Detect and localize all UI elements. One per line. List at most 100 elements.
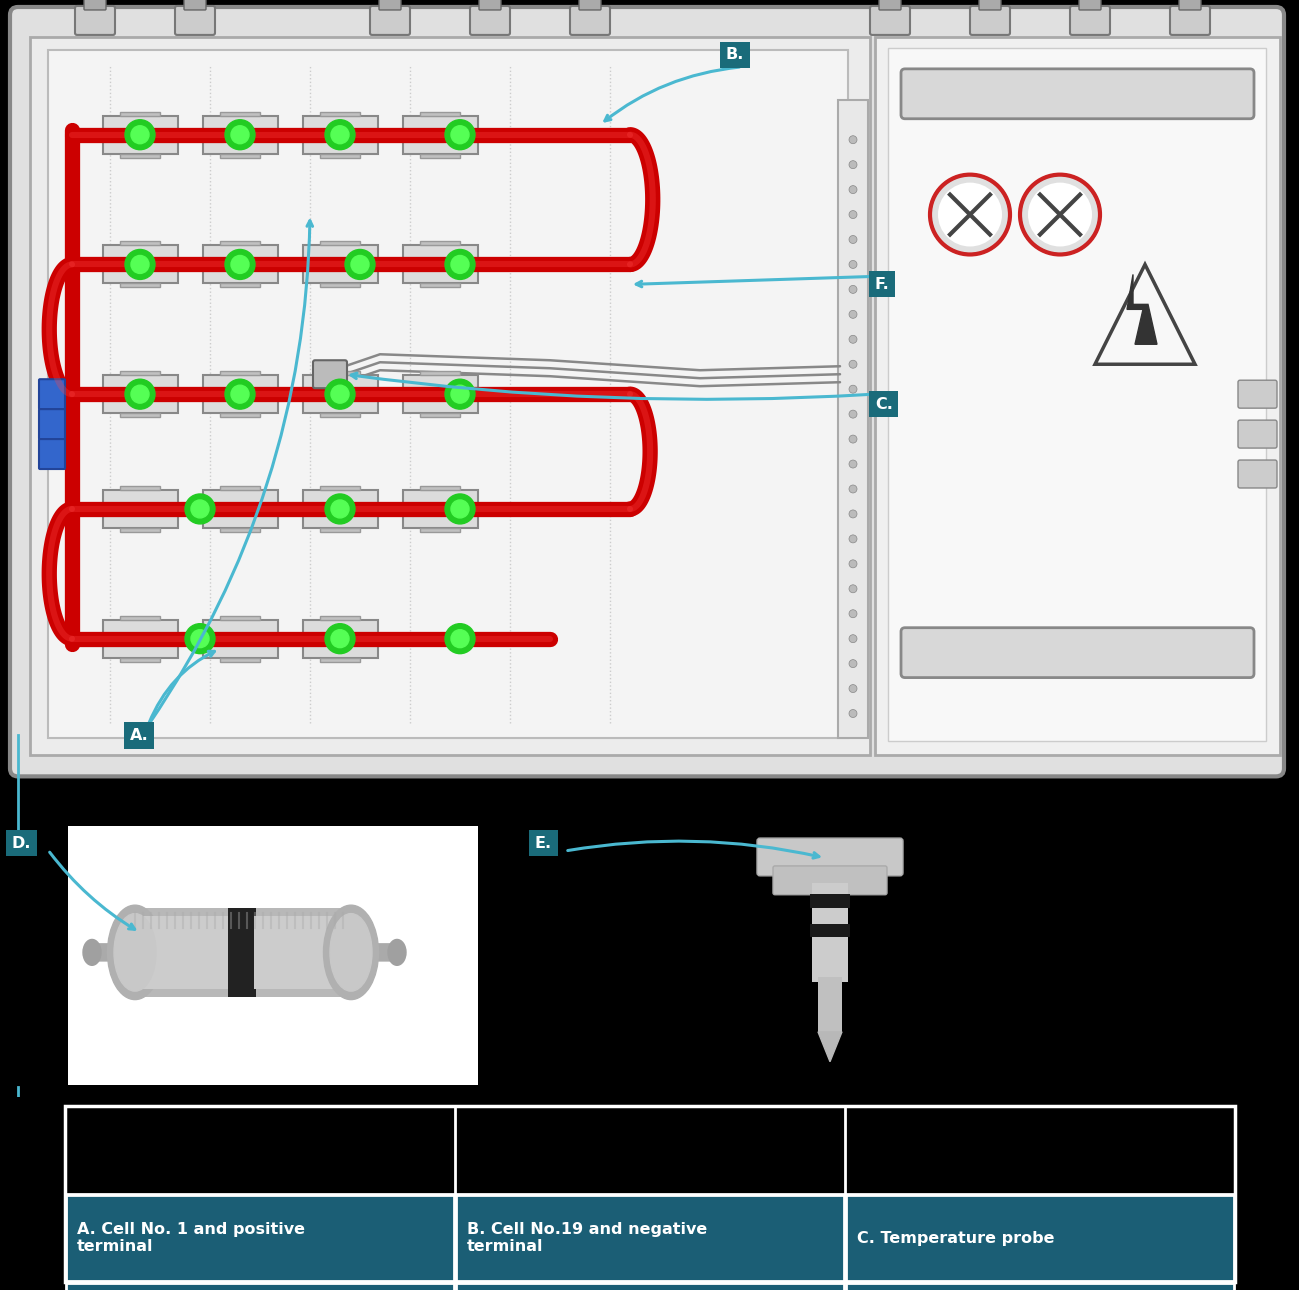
FancyBboxPatch shape [456, 1284, 844, 1290]
FancyBboxPatch shape [420, 284, 460, 288]
Polygon shape [1128, 275, 1157, 344]
FancyBboxPatch shape [92, 943, 138, 961]
FancyBboxPatch shape [184, 0, 207, 10]
FancyBboxPatch shape [1238, 461, 1277, 488]
FancyBboxPatch shape [103, 116, 178, 154]
Circle shape [131, 125, 149, 143]
FancyBboxPatch shape [379, 0, 401, 10]
Circle shape [131, 386, 149, 404]
FancyBboxPatch shape [203, 375, 278, 413]
FancyBboxPatch shape [470, 6, 511, 35]
FancyBboxPatch shape [579, 0, 601, 10]
FancyBboxPatch shape [103, 375, 178, 413]
FancyBboxPatch shape [220, 372, 260, 375]
FancyBboxPatch shape [1179, 0, 1202, 10]
FancyBboxPatch shape [203, 245, 278, 284]
Circle shape [850, 560, 857, 568]
FancyBboxPatch shape [320, 284, 360, 288]
FancyBboxPatch shape [320, 372, 360, 375]
Circle shape [225, 120, 255, 150]
FancyBboxPatch shape [220, 658, 260, 662]
FancyBboxPatch shape [757, 838, 903, 876]
Circle shape [446, 379, 475, 409]
FancyBboxPatch shape [120, 154, 160, 157]
FancyBboxPatch shape [39, 439, 65, 470]
Circle shape [850, 186, 857, 194]
Ellipse shape [83, 939, 101, 965]
Ellipse shape [330, 913, 372, 991]
FancyBboxPatch shape [1079, 0, 1102, 10]
FancyBboxPatch shape [876, 37, 1280, 756]
Polygon shape [818, 1032, 842, 1062]
FancyBboxPatch shape [103, 490, 178, 528]
Circle shape [850, 335, 857, 343]
Text: C. Temperature probe: C. Temperature probe [857, 1231, 1055, 1246]
FancyBboxPatch shape [303, 490, 378, 528]
Circle shape [850, 386, 857, 393]
FancyBboxPatch shape [902, 628, 1254, 677]
FancyBboxPatch shape [818, 978, 842, 1032]
FancyBboxPatch shape [320, 528, 360, 531]
Circle shape [850, 535, 857, 543]
FancyBboxPatch shape [1070, 6, 1111, 35]
Text: A. Cell No. 1 and positive
terminal: A. Cell No. 1 and positive terminal [77, 1222, 305, 1254]
FancyBboxPatch shape [220, 241, 260, 245]
Text: F.: F. [876, 277, 890, 292]
Circle shape [225, 249, 255, 280]
FancyBboxPatch shape [320, 658, 360, 662]
FancyBboxPatch shape [120, 372, 160, 375]
FancyBboxPatch shape [303, 116, 378, 154]
Circle shape [850, 161, 857, 169]
FancyBboxPatch shape [1238, 421, 1277, 448]
Circle shape [850, 485, 857, 493]
FancyBboxPatch shape [120, 241, 160, 245]
Ellipse shape [108, 906, 162, 1000]
FancyBboxPatch shape [135, 916, 230, 989]
FancyBboxPatch shape [303, 375, 378, 413]
FancyBboxPatch shape [370, 6, 410, 35]
Circle shape [850, 236, 857, 244]
Circle shape [325, 623, 355, 654]
Circle shape [938, 183, 1002, 246]
FancyBboxPatch shape [66, 1196, 453, 1281]
Circle shape [446, 120, 475, 150]
Circle shape [850, 435, 857, 442]
FancyBboxPatch shape [30, 37, 870, 756]
FancyBboxPatch shape [103, 619, 178, 658]
FancyBboxPatch shape [68, 826, 478, 1085]
FancyBboxPatch shape [120, 413, 160, 417]
FancyBboxPatch shape [120, 615, 160, 619]
FancyBboxPatch shape [255, 916, 349, 989]
FancyBboxPatch shape [970, 6, 1011, 35]
FancyBboxPatch shape [203, 490, 278, 528]
FancyBboxPatch shape [838, 99, 868, 738]
Circle shape [331, 125, 349, 143]
Circle shape [1020, 174, 1100, 254]
FancyBboxPatch shape [420, 372, 460, 375]
Circle shape [231, 386, 249, 404]
FancyBboxPatch shape [403, 490, 478, 528]
Ellipse shape [323, 906, 378, 1000]
FancyBboxPatch shape [403, 245, 478, 284]
FancyBboxPatch shape [120, 528, 160, 531]
FancyBboxPatch shape [1238, 381, 1277, 408]
FancyBboxPatch shape [1170, 6, 1209, 35]
FancyBboxPatch shape [75, 6, 116, 35]
FancyBboxPatch shape [403, 375, 478, 413]
Circle shape [191, 501, 209, 517]
Circle shape [850, 210, 857, 218]
Circle shape [451, 630, 469, 648]
FancyBboxPatch shape [846, 1196, 1234, 1281]
FancyBboxPatch shape [303, 619, 378, 658]
FancyBboxPatch shape [420, 413, 460, 417]
FancyBboxPatch shape [479, 0, 501, 10]
Circle shape [850, 584, 857, 593]
FancyBboxPatch shape [220, 528, 260, 531]
Circle shape [850, 285, 857, 293]
FancyBboxPatch shape [320, 615, 360, 619]
FancyBboxPatch shape [120, 112, 160, 116]
FancyBboxPatch shape [979, 0, 1002, 10]
Circle shape [325, 120, 355, 150]
Circle shape [446, 249, 475, 280]
Circle shape [451, 125, 469, 143]
